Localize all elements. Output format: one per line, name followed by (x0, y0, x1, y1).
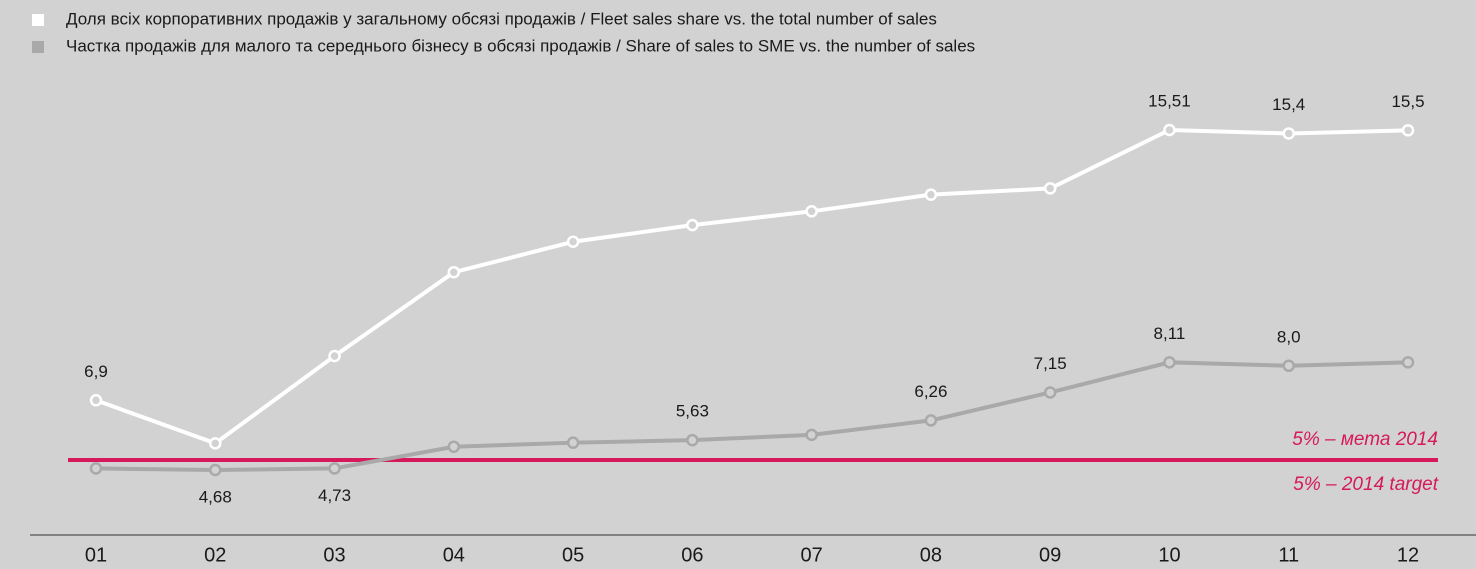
point (447, 440, 461, 454)
target-label: 5% – 2014 target (1293, 474, 1438, 495)
point (447, 265, 461, 279)
point (924, 414, 938, 427)
x-tick-label: 06 (681, 544, 703, 566)
target-label: 5% – мета 2014 (1292, 429, 1438, 450)
x-tick-label: 01 (85, 544, 107, 566)
data-label: 15,4 (1272, 95, 1305, 114)
data-label: 15,51 (1148, 91, 1191, 110)
legend-label: Частка продажів для малого та середнього… (66, 36, 975, 55)
data-label: 4,68 (199, 487, 232, 506)
x-tick-label: 02 (204, 544, 226, 566)
point (1282, 359, 1295, 373)
data-label: 7,15 (1034, 354, 1067, 373)
series-line (95, 360, 1409, 473)
data-label: 5,63 (676, 402, 709, 421)
point (686, 433, 699, 447)
x-tick-label: 04 (443, 544, 465, 566)
point (89, 462, 103, 475)
data-label: 15,5 (1391, 92, 1424, 111)
series-line (95, 127, 1409, 446)
legend-swatch (32, 41, 44, 53)
point (328, 349, 341, 363)
point (566, 235, 580, 249)
x-tick-label: 07 (801, 544, 823, 566)
point (1282, 127, 1295, 140)
x-tick-label: 05 (562, 544, 584, 566)
data-label: 6,9 (84, 362, 108, 381)
point (1163, 123, 1176, 137)
x-tick-label: 09 (1039, 544, 1061, 566)
point (566, 436, 580, 449)
x-tick-label: 03 (323, 544, 345, 566)
point (89, 394, 103, 407)
legend-swatch (32, 14, 44, 26)
point (1401, 356, 1415, 369)
point (209, 463, 222, 477)
legend-label: Доля всіх корпоративних продажів у загал… (66, 9, 937, 28)
data-label: 8,11 (1154, 324, 1186, 343)
x-tick-label: 11 (1278, 544, 1299, 566)
point (1043, 182, 1057, 195)
x-tick-label: 08 (920, 544, 942, 566)
data-label: 8,0 (1277, 327, 1301, 346)
point (805, 205, 818, 218)
x-tick-label: 10 (1158, 544, 1180, 566)
point (924, 188, 938, 201)
point (1043, 386, 1057, 399)
data-label: 4,73 (318, 486, 351, 505)
point (686, 218, 699, 232)
point (328, 462, 341, 475)
point (805, 428, 818, 442)
point (1401, 124, 1415, 137)
x-tick-label: 12 (1397, 544, 1419, 566)
point (1163, 356, 1176, 369)
data-label: 6,26 (914, 382, 947, 401)
point (209, 437, 222, 450)
